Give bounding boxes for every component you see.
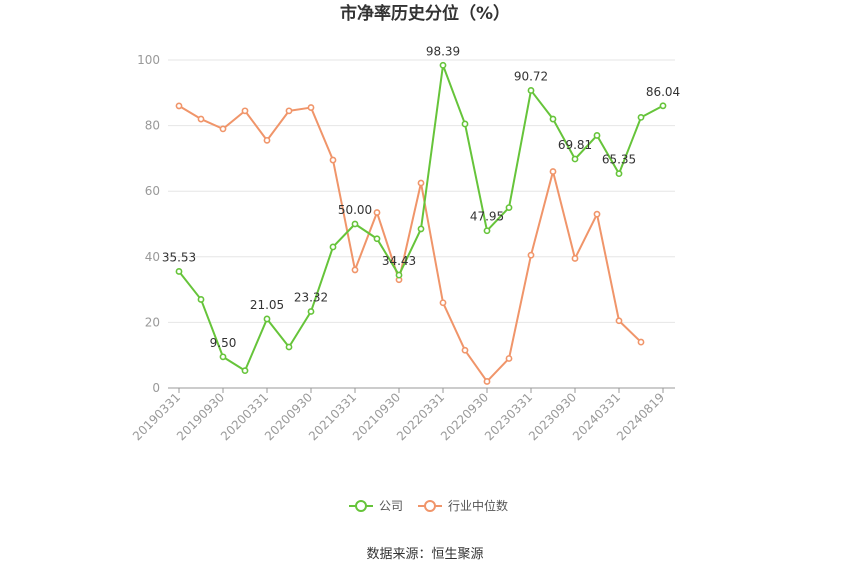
data-point: [549, 168, 557, 175]
x-tick-label: 20240819: [614, 390, 667, 443]
data-point: [219, 125, 227, 133]
data-label: 9.50: [210, 336, 237, 350]
series-layer: [175, 61, 667, 385]
legend-item-0[interactable]: 公司: [349, 499, 403, 513]
data-point: [307, 308, 315, 315]
legend-swatch-marker: [355, 500, 367, 512]
data-point: [571, 155, 579, 163]
legend[interactable]: 公司 行业中位数: [349, 498, 508, 513]
data-point: [417, 179, 425, 187]
data-point: [461, 120, 469, 128]
data-point: [285, 343, 293, 351]
data-point: [175, 102, 183, 110]
data-label: 90.72: [514, 69, 548, 83]
data-point: [197, 296, 205, 303]
data-point: [285, 107, 293, 115]
legend-label: 行业中位数: [448, 498, 508, 513]
data-point: [483, 227, 491, 235]
data-point: [637, 114, 645, 121]
legend-item-1[interactable]: 行业中位数: [418, 498, 508, 513]
data-point: [373, 235, 381, 243]
y-tick-label: 40: [145, 250, 160, 264]
data-point: [351, 220, 359, 228]
data-point: [439, 299, 447, 307]
data-label: 98.39: [426, 44, 460, 58]
data-point: [571, 255, 579, 262]
y-axis: 0 20 40 60 80 100: [137, 53, 160, 395]
data-point: [549, 115, 557, 123]
y-tick-label: 0: [152, 381, 160, 395]
y-tick-label: 100: [137, 53, 160, 67]
data-point: [659, 102, 667, 110]
data-label: 35.53: [162, 250, 196, 264]
data-point: [329, 156, 337, 164]
series-line-0: [178, 64, 664, 372]
data-point: [505, 204, 513, 211]
data-point: [241, 107, 249, 115]
data-point: [241, 367, 249, 375]
data-point: [527, 251, 535, 259]
y-tick-label: 20: [145, 315, 160, 329]
data-point: [175, 268, 183, 275]
data-point: [527, 87, 535, 94]
data-label: 65.35: [602, 153, 636, 167]
legend-label: 公司: [379, 499, 403, 513]
data-point: [395, 271, 403, 279]
data-point: [505, 355, 513, 362]
data-label: 86.04: [646, 85, 680, 99]
data-label: 50.00: [338, 203, 372, 217]
data-point: [461, 346, 469, 354]
data-point: [615, 170, 623, 178]
y-tick-label: 80: [145, 119, 160, 133]
data-label: 21.05: [250, 298, 284, 312]
data-point: [439, 61, 447, 69]
legend-swatch-marker: [424, 500, 436, 512]
x-axis: 2019033120190930202003312020093020210331…: [130, 387, 675, 443]
data-label: 69.81: [558, 138, 592, 152]
data-point: [329, 243, 337, 251]
series-line-1: [178, 105, 642, 383]
data-point: [615, 317, 623, 325]
data-labels: 35.53 9.50 21.05 23.32 50.00 34.43 98.39 47.95 9…: [162, 44, 680, 350]
data-point: [373, 209, 381, 216]
source-note: 数据来源：恒生聚源: [366, 547, 483, 562]
data-point: [593, 210, 601, 218]
data-point: [307, 104, 315, 111]
data-point: [417, 225, 425, 233]
data-point: [637, 338, 645, 346]
data-point: [351, 266, 359, 274]
data-label: 47.95: [470, 210, 504, 224]
data-label: 34.43: [382, 254, 416, 268]
data-point: [483, 378, 491, 385]
data-label: 23.32: [294, 291, 328, 305]
data-point: [197, 115, 205, 123]
y-tick-label: 60: [145, 184, 160, 198]
data-point: [593, 132, 601, 139]
data-point: [263, 136, 271, 144]
data-point: [263, 315, 271, 323]
chart-title: 市净率历史分位（%）: [340, 3, 510, 24]
data-point: [219, 353, 227, 361]
